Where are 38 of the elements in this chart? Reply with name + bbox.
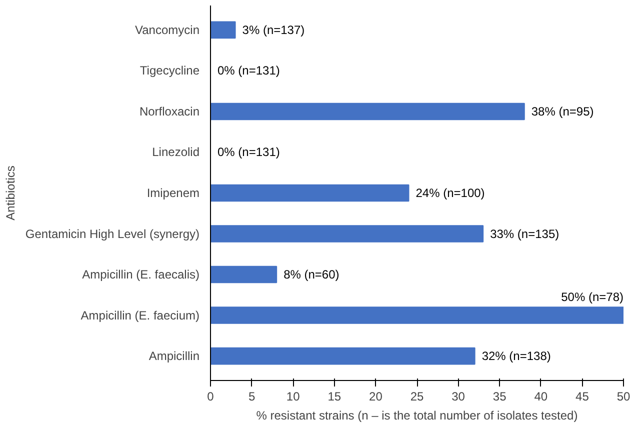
y-tick-label: Vancomycin <box>135 22 200 37</box>
y-tick-label: Ampicillin (E. faecium) <box>80 308 200 322</box>
y-tick-label: Tigecycline <box>140 64 200 78</box>
x-axis-title: % resistant strains (n – is the total number of isolates tested) <box>256 408 578 422</box>
bar <box>210 225 484 242</box>
data-label: 50% (n=78) <box>561 290 624 304</box>
data-label: 33% (n=135) <box>490 226 560 241</box>
data-label: 0% (n=131) <box>218 64 280 78</box>
x-tick-label: 15 <box>328 390 342 404</box>
x-tick-label: 10 <box>286 390 300 404</box>
data-label: 3% (n=137) <box>242 22 305 37</box>
y-tick-label: Linezolid <box>152 145 200 160</box>
x-tick-label: 25 <box>410 390 424 404</box>
data-label: 38% (n=95) <box>531 104 594 118</box>
x-tick-label: 45 <box>576 390 590 404</box>
x-tick-label: 20 <box>369 390 383 404</box>
data-label: 8% (n=60) <box>284 268 340 282</box>
y-tick-label: Gentamicin High Level (synergy) <box>25 226 200 241</box>
bar <box>210 184 410 202</box>
bar <box>210 347 476 365</box>
bar <box>210 306 624 324</box>
x-tick-label: 40 <box>534 390 548 404</box>
y-tick-label: Ampicillin <box>148 349 200 364</box>
data-label: 32% (n=138) <box>482 349 551 364</box>
x-tick-label: 35 <box>492 390 507 404</box>
x-tick-label: 0 <box>207 390 214 404</box>
data-label: 0% (n=131) <box>218 145 280 160</box>
y-tick-label: Ampicillin (E. faecalis) <box>82 268 200 282</box>
bar <box>210 266 278 284</box>
data-label: 24% (n=100) <box>416 186 485 200</box>
y-axis-title: Antibiotics <box>3 166 18 220</box>
y-tick-label: Norfloxacin <box>139 104 200 118</box>
bar <box>210 21 236 39</box>
y-tick-label: Imipenem <box>146 186 200 200</box>
x-tick-label: 50 <box>616 390 630 404</box>
x-tick-label: 5 <box>248 390 256 404</box>
x-tick-label: 30 <box>452 390 466 404</box>
bar <box>210 102 525 120</box>
